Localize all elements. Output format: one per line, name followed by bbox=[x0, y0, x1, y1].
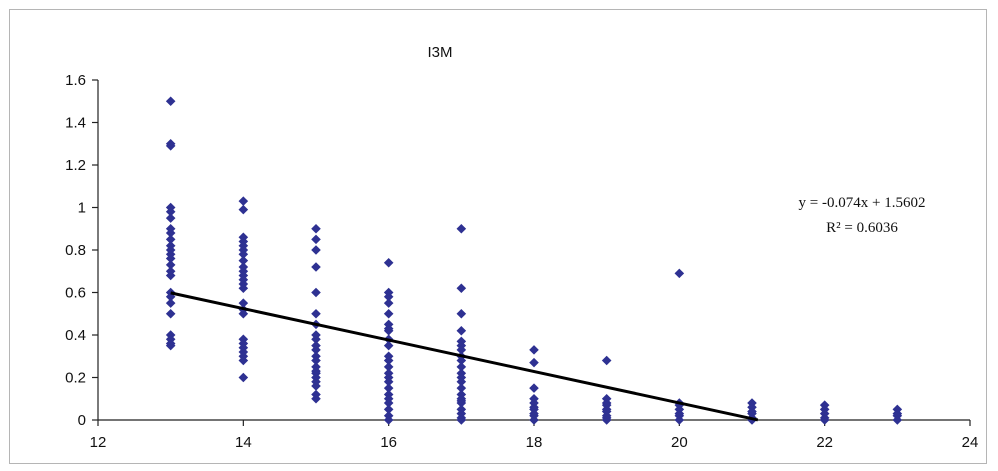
data-point bbox=[238, 372, 249, 383]
data-point bbox=[383, 308, 394, 319]
data-point bbox=[456, 383, 467, 393]
data-point bbox=[383, 383, 394, 393]
data-point bbox=[238, 283, 249, 294]
data-point bbox=[674, 268, 685, 279]
trendline-equation: y = -0.074x + 1.5602 bbox=[799, 195, 926, 211]
data-point bbox=[238, 298, 249, 308]
data-point bbox=[529, 383, 539, 393]
data-points bbox=[165, 96, 903, 425]
data-point bbox=[238, 308, 249, 319]
axes: 12 14 16 18 20 22 24 0 0.2 0.4 0.6 0.8 1 1.2 1.4 1.6 bbox=[65, 72, 978, 451]
data-point bbox=[311, 287, 321, 298]
data-point bbox=[456, 325, 467, 336]
data-point bbox=[456, 283, 467, 294]
data-point bbox=[165, 260, 176, 270]
data-point bbox=[165, 228, 176, 238]
data-point bbox=[383, 398, 394, 408]
y-tick-label: 1.4 bbox=[65, 115, 86, 132]
data-point bbox=[311, 245, 321, 255]
data-point bbox=[165, 270, 176, 281]
data-point bbox=[383, 298, 394, 308]
data-point bbox=[311, 334, 321, 345]
data-point bbox=[311, 234, 321, 245]
data-point bbox=[674, 415, 685, 425]
data-point bbox=[311, 345, 321, 355]
data-point bbox=[383, 340, 394, 351]
data-point bbox=[456, 415, 467, 425]
data-point bbox=[238, 249, 249, 260]
data-point bbox=[892, 415, 903, 425]
y-tick-label: 0.4 bbox=[65, 327, 86, 344]
data-point bbox=[165, 234, 176, 245]
data-point bbox=[456, 355, 467, 366]
data-point bbox=[165, 141, 176, 151]
data-point bbox=[601, 355, 612, 366]
data-point bbox=[311, 308, 321, 319]
data-point bbox=[819, 415, 830, 425]
data-point bbox=[456, 308, 467, 319]
data-point bbox=[383, 362, 394, 372]
data-point bbox=[383, 325, 394, 336]
data-point bbox=[383, 355, 394, 366]
data-point bbox=[383, 376, 394, 387]
trendline-group bbox=[170, 291, 759, 422]
data-point bbox=[165, 253, 176, 264]
data-point bbox=[456, 345, 467, 355]
data-point bbox=[311, 355, 321, 366]
data-point bbox=[238, 255, 249, 266]
chart-title: I3M bbox=[427, 44, 452, 61]
data-point bbox=[311, 381, 321, 391]
data-point bbox=[165, 308, 176, 319]
data-point bbox=[383, 291, 394, 302]
data-point bbox=[529, 415, 539, 425]
x-tick-label: 22 bbox=[816, 434, 833, 451]
data-point bbox=[456, 398, 467, 408]
data-point bbox=[238, 196, 249, 206]
x-tick-label: 18 bbox=[526, 434, 543, 451]
data-point bbox=[383, 415, 394, 425]
x-tick-label: 12 bbox=[90, 434, 107, 451]
data-point bbox=[601, 415, 612, 425]
data-point bbox=[383, 404, 394, 415]
y-tick-label: 0.2 bbox=[65, 370, 86, 387]
data-point bbox=[165, 340, 176, 351]
y-tick-label: 1.6 bbox=[65, 72, 86, 89]
y-tick-label: 0.8 bbox=[65, 242, 86, 259]
data-point bbox=[456, 223, 467, 234]
data-point bbox=[238, 204, 249, 215]
data-point bbox=[238, 355, 249, 366]
data-point bbox=[456, 362, 467, 372]
y-tick-label: 0.6 bbox=[65, 285, 86, 302]
data-point bbox=[165, 96, 176, 107]
y-tick-label: 0 bbox=[78, 412, 86, 429]
x-tick-label: 24 bbox=[962, 434, 979, 451]
data-point bbox=[165, 213, 176, 223]
data-point bbox=[456, 376, 467, 387]
x-tick-label: 14 bbox=[235, 434, 252, 451]
data-point bbox=[165, 206, 176, 217]
y-tick-label: 1 bbox=[78, 200, 86, 217]
y-tick-label: 1.2 bbox=[65, 157, 86, 174]
r-squared-label: R² = 0.6036 bbox=[826, 220, 898, 236]
data-point bbox=[311, 223, 321, 234]
data-point bbox=[311, 262, 321, 272]
x-tick-label: 20 bbox=[671, 434, 688, 451]
trendline bbox=[170, 291, 759, 422]
data-point bbox=[529, 357, 539, 368]
data-point bbox=[165, 298, 176, 308]
data-point bbox=[383, 257, 394, 268]
data-point bbox=[311, 393, 321, 404]
data-point bbox=[529, 345, 539, 355]
x-tick-label: 16 bbox=[380, 434, 397, 451]
